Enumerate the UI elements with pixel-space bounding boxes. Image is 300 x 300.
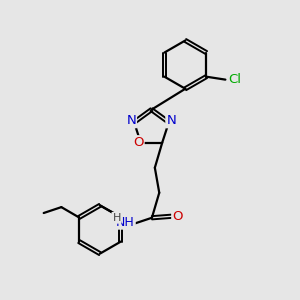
Text: N: N — [126, 114, 136, 127]
Text: O: O — [172, 210, 183, 223]
Text: O: O — [133, 136, 144, 149]
Text: Cl: Cl — [229, 73, 242, 86]
Text: H: H — [112, 213, 121, 223]
Text: NH: NH — [116, 216, 135, 229]
Text: N: N — [166, 114, 176, 127]
